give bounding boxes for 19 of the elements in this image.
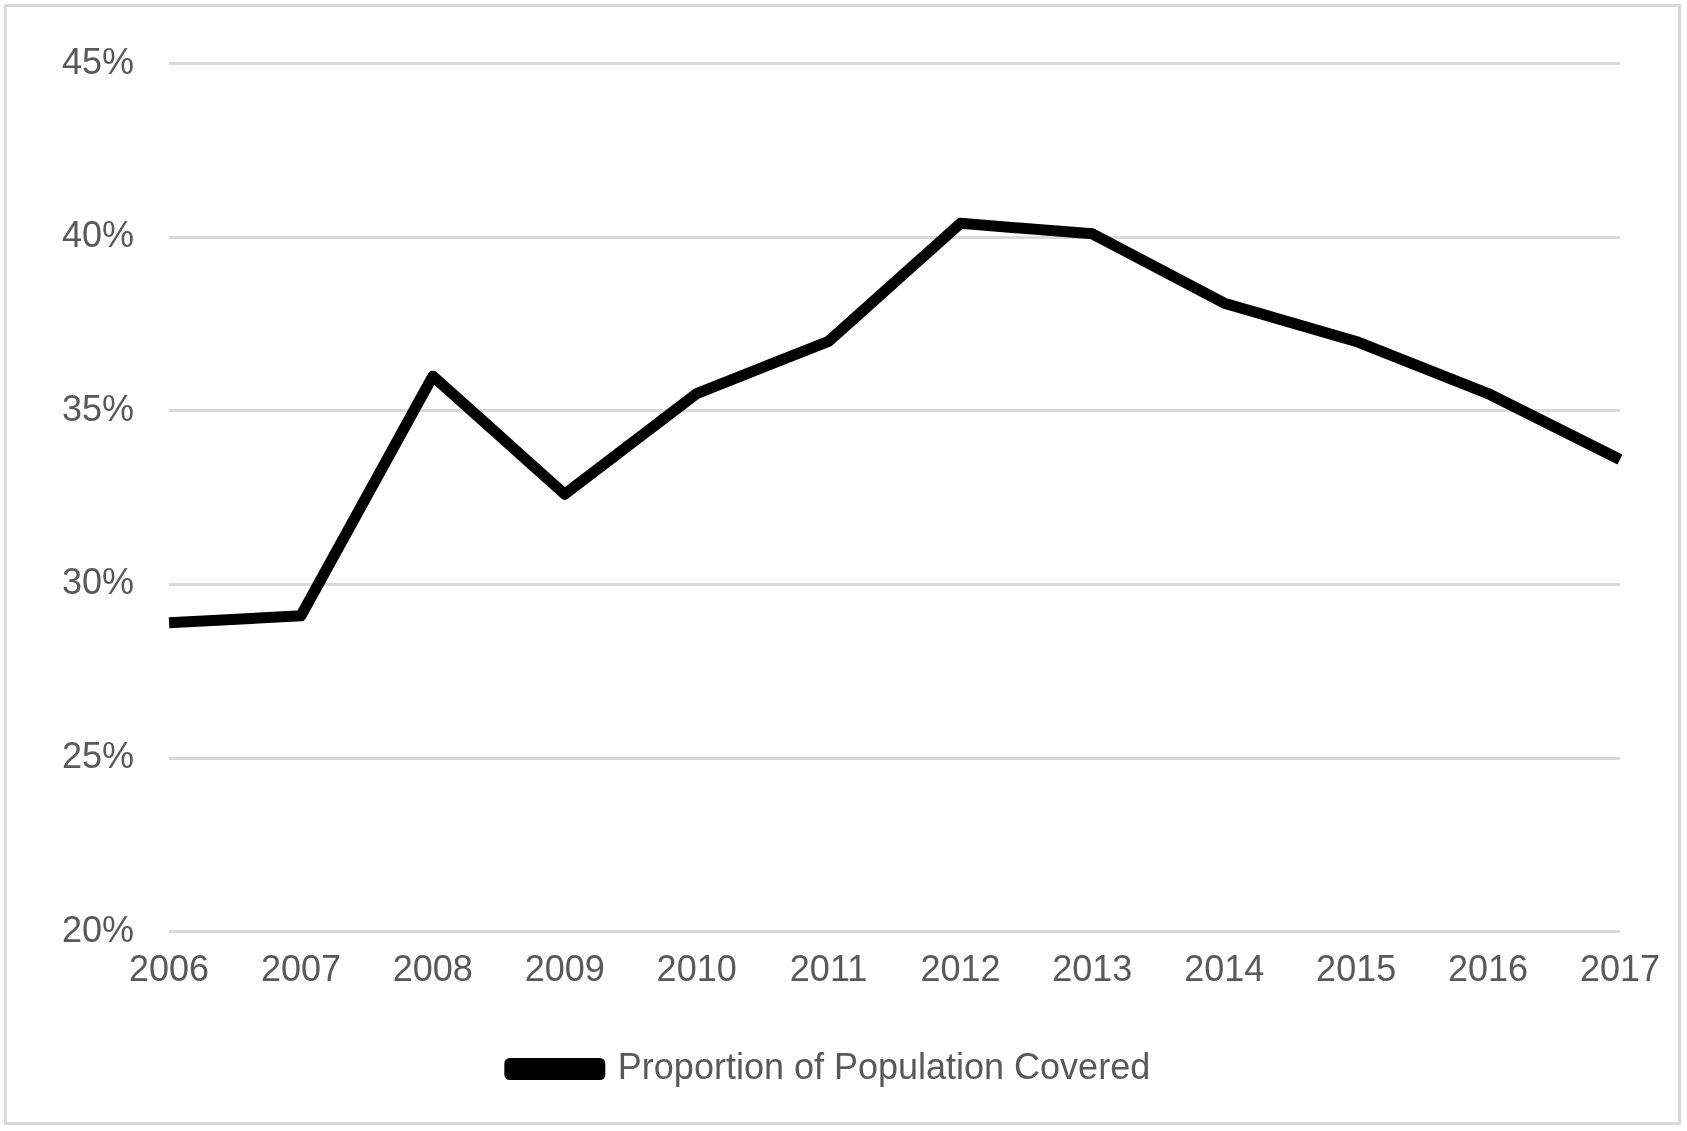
- x-tick-label: 2009: [524, 948, 605, 990]
- x-tick-label: 2010: [656, 948, 737, 990]
- y-tick-label: 35%: [61, 387, 135, 429]
- x-tick-label: 2007: [260, 948, 341, 990]
- x-tick-label: 2011: [789, 948, 868, 990]
- y-tick-label: 30%: [61, 561, 135, 603]
- x-tick-label: 2008: [392, 948, 473, 990]
- x-tick-label: 2014: [1184, 948, 1265, 990]
- y-tick-label: 25%: [61, 735, 135, 777]
- y-tick-label: 20%: [61, 908, 135, 950]
- x-tick-label: 2006: [129, 948, 210, 990]
- y-tick-label: 45%: [61, 40, 135, 82]
- x-tick-label: 2013: [1052, 948, 1133, 990]
- x-tick-label: 2012: [920, 948, 1001, 990]
- x-tick-label: 2016: [1448, 948, 1529, 990]
- x-tick-label: 2017: [1579, 948, 1660, 990]
- y-tick-label: 40%: [61, 214, 135, 256]
- x-tick-label: 2015: [1316, 948, 1397, 990]
- legend-label: Proportion of Population Covered: [617, 1045, 1151, 1087]
